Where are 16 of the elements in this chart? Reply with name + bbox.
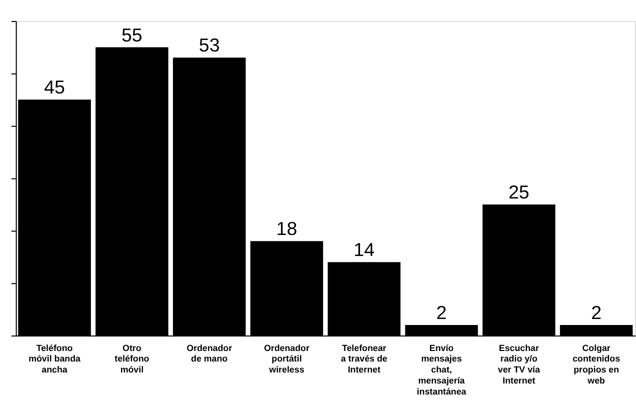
x-tick-label: Ordenador portátil wireless — [264, 342, 310, 375]
data-label: 2 — [591, 302, 602, 324]
x-tick-label: Ordenador de mano — [186, 342, 233, 364]
data-label: 14 — [354, 239, 375, 260]
x-tick-label: Escuchar radio y/o ver TV vía Internet — [498, 342, 540, 386]
data-label: 55 — [121, 24, 142, 46]
x-tick-label: Colgar contenidos propios en web — [572, 342, 620, 386]
x-tick-label: Envío mensajes chat, mensajería instantánea — [416, 342, 466, 396]
x-tick-label: Telefonear a través de Internet — [340, 342, 388, 375]
data-label: 45 — [44, 76, 65, 98]
data-label: 53 — [198, 34, 220, 56]
x-tick-label: Otro teléfono móvil — [114, 342, 150, 375]
x-tick-label: Teléfono móvil banda ancha — [28, 342, 81, 375]
data-label: 25 — [508, 182, 530, 203]
data-label: 18 — [276, 218, 298, 240]
data-label: 2 — [436, 302, 447, 324]
